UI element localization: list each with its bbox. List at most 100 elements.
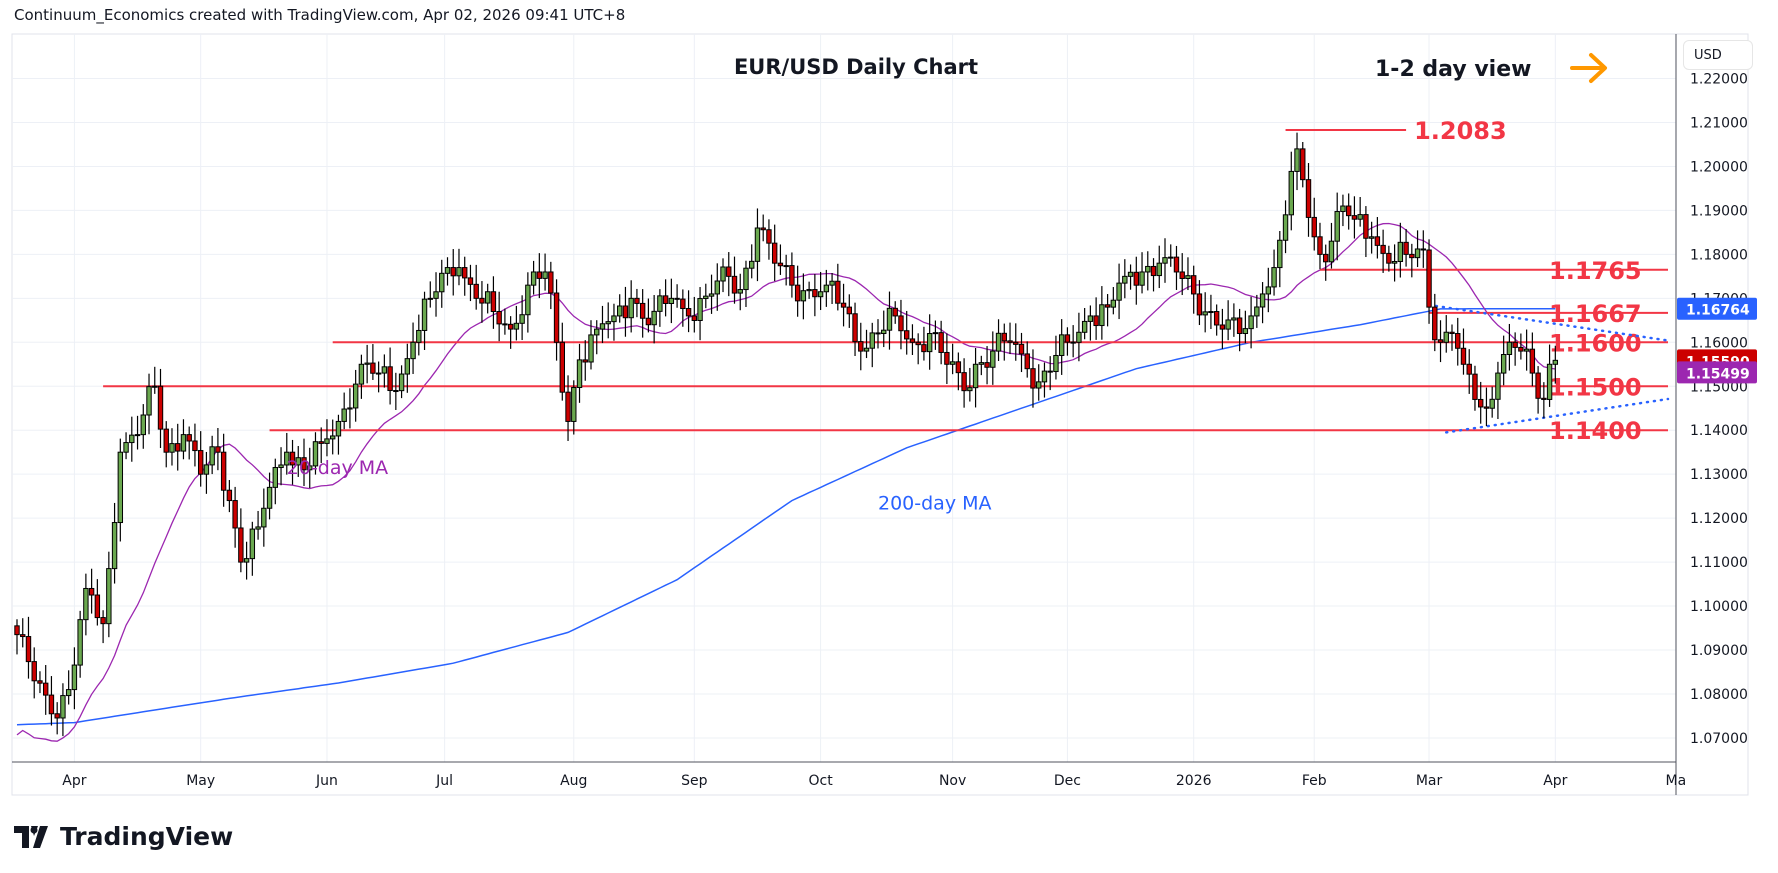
candle [829, 272, 835, 305]
x-tick-label: Jul [435, 773, 453, 789]
candle [576, 343, 583, 403]
candle-body [691, 315, 698, 321]
candle-body [1512, 341, 1518, 348]
candle-body [680, 298, 686, 310]
candle [760, 214, 766, 242]
price-tag [1677, 361, 1757, 384]
candle-body [978, 362, 985, 365]
candle [152, 366, 158, 394]
candle [926, 314, 933, 370]
candle [611, 303, 617, 341]
candle-body [1265, 286, 1272, 295]
candle [249, 521, 256, 576]
candle [1087, 305, 1094, 341]
candle [685, 290, 692, 333]
candle [1495, 361, 1501, 420]
candle-body [542, 271, 548, 279]
candle [1213, 304, 1220, 336]
candle-body [749, 260, 755, 269]
candle [800, 273, 807, 320]
candle-body [1414, 248, 1421, 259]
candle [1460, 328, 1467, 375]
candle-body [622, 305, 629, 319]
currency-button[interactable]: USD [1683, 40, 1753, 70]
candle [548, 261, 554, 310]
y-tick-label: 1.14000 [1690, 423, 1748, 439]
candle [387, 347, 393, 405]
candle-body [163, 428, 169, 453]
candle-body [295, 457, 301, 466]
candle-body [77, 619, 83, 666]
candle [358, 354, 365, 399]
candle-body [886, 307, 893, 331]
candle [43, 665, 49, 715]
x-tick-label: Mar [1416, 773, 1443, 789]
candle-body [1541, 397, 1547, 400]
candle-body [1495, 372, 1501, 400]
x-tick-label: Sep [681, 773, 708, 789]
candle-body [83, 587, 89, 621]
candle [1426, 239, 1432, 324]
candle [886, 291, 893, 350]
candle [106, 551, 112, 638]
candle [146, 373, 152, 435]
candle [1449, 324, 1455, 351]
candle-body [37, 680, 43, 684]
candle-body [657, 295, 663, 312]
candle-body [662, 295, 669, 304]
candle [921, 326, 927, 361]
candle [129, 416, 135, 462]
candle-body [525, 284, 531, 316]
candle-body [726, 266, 732, 277]
candle-body [180, 434, 187, 452]
candle [691, 296, 698, 333]
candle-body [427, 297, 433, 300]
candle-body [1236, 317, 1243, 335]
candle-body [984, 362, 990, 368]
candle-body [1294, 148, 1300, 172]
candle-body [1345, 205, 1352, 217]
candle [197, 431, 204, 487]
candle-body [553, 292, 560, 343]
candle-body [1168, 256, 1174, 259]
candle-body [307, 465, 313, 471]
candle [904, 310, 910, 355]
candle [737, 273, 743, 311]
candle [1248, 296, 1254, 349]
candle [370, 344, 376, 380]
candle [1145, 251, 1151, 291]
candle [1340, 194, 1346, 227]
tradingview-logo[interactable]: TradingView [14, 822, 233, 851]
candle [295, 445, 301, 477]
candle [157, 368, 164, 449]
candle [1386, 245, 1392, 272]
candle-body [490, 291, 497, 313]
candle-body [617, 305, 623, 317]
candle-body [243, 558, 250, 563]
candle [1432, 293, 1438, 352]
x-tick-label: Apr [1543, 773, 1567, 789]
candle [1523, 329, 1530, 371]
candle-body [467, 277, 474, 285]
candle-body [1546, 363, 1553, 400]
x-tick-label: Aug [560, 773, 587, 789]
x-tick-label: May [186, 773, 215, 789]
candle [1018, 332, 1025, 373]
candle [875, 319, 881, 349]
candle-body [341, 408, 347, 422]
candle [1300, 142, 1306, 188]
candle-body [1455, 333, 1461, 349]
candle-body [140, 414, 146, 436]
candle-body [129, 434, 135, 444]
candle [749, 244, 755, 279]
candle [869, 322, 875, 368]
candle [559, 322, 565, 401]
candle-body [1518, 346, 1524, 352]
ma200-line [16, 307, 1556, 726]
candle-body [794, 284, 801, 302]
candle [484, 283, 491, 314]
candle-body [1058, 334, 1065, 356]
candle-body [1472, 373, 1478, 400]
candle [858, 322, 864, 371]
